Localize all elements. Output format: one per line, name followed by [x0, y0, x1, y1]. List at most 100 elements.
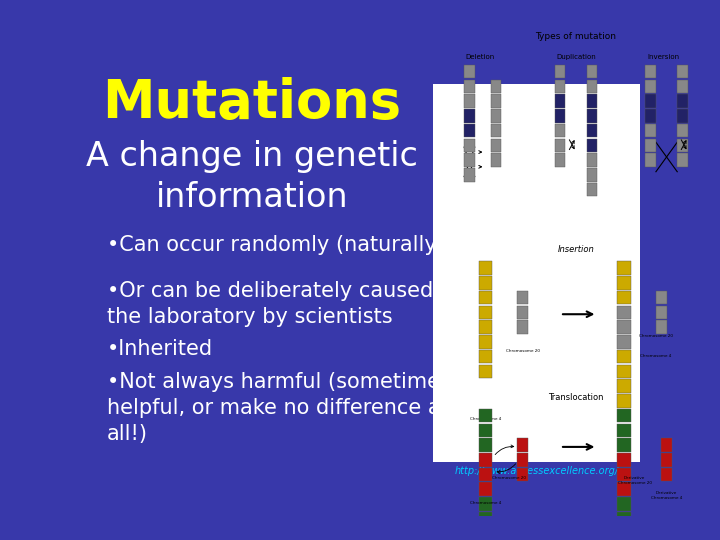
Text: Deletion: Deletion [465, 54, 495, 60]
Text: Derivative
Chromosome 4: Derivative Chromosome 4 [651, 491, 683, 500]
Bar [518, 438, 528, 452]
Bar [479, 261, 492, 275]
Bar [617, 423, 631, 437]
Bar [479, 306, 492, 319]
Bar [554, 65, 565, 78]
Bar [554, 79, 565, 93]
Bar [645, 109, 656, 123]
Bar [617, 320, 631, 334]
Text: Insertion: Insertion [557, 245, 595, 254]
Text: Translocation: Translocation [548, 393, 604, 402]
Bar [518, 306, 528, 319]
Bar [479, 320, 492, 334]
Bar [661, 438, 672, 452]
Bar [479, 482, 492, 496]
Bar [645, 153, 656, 167]
Bar [464, 109, 474, 123]
Bar [479, 409, 492, 422]
Bar [645, 94, 656, 108]
Bar [678, 65, 688, 78]
Text: Chromosome 4: Chromosome 4 [469, 501, 501, 505]
Bar [587, 183, 598, 196]
Bar [617, 409, 631, 422]
Bar [464, 153, 474, 167]
Bar [491, 109, 501, 123]
Bar [617, 512, 631, 525]
Text: Chromosome 4: Chromosome 4 [469, 417, 501, 421]
Bar [587, 109, 598, 123]
Bar [645, 79, 656, 93]
Text: •Inherited: •Inherited [107, 339, 213, 359]
Bar [645, 65, 656, 78]
Bar [678, 109, 688, 123]
Bar [518, 468, 528, 481]
Bar [554, 94, 565, 108]
Text: •Or can be deliberately caused in
the laboratory by scientists: •Or can be deliberately caused in the la… [107, 281, 459, 327]
Bar [617, 276, 631, 289]
Bar [479, 468, 492, 481]
Bar [491, 138, 501, 152]
Bar [678, 79, 688, 93]
Bar [464, 79, 474, 93]
Bar [433, 84, 639, 462]
Bar [678, 94, 688, 108]
Bar [464, 168, 474, 181]
Text: Duplication: Duplication [556, 54, 596, 60]
Bar [554, 124, 565, 137]
Bar [617, 526, 631, 540]
Text: Chromosome 20: Chromosome 20 [492, 476, 526, 481]
Bar [645, 124, 656, 137]
Bar [479, 497, 492, 511]
Bar [587, 153, 598, 167]
Bar [617, 364, 631, 378]
Bar [617, 379, 631, 393]
Bar [587, 138, 598, 152]
Bar [554, 153, 565, 167]
Bar [656, 306, 667, 319]
Bar [554, 109, 565, 123]
Bar [491, 124, 501, 137]
Text: Mutations: Mutations [102, 77, 401, 129]
Bar [617, 453, 631, 467]
Text: Types of mutation: Types of mutation [536, 32, 616, 40]
Bar [661, 453, 672, 467]
Bar [617, 482, 631, 496]
Text: Chromosome 20: Chromosome 20 [639, 334, 673, 338]
Bar [587, 94, 598, 108]
Bar [479, 276, 492, 289]
Bar [678, 124, 688, 137]
Bar [587, 168, 598, 181]
Bar [464, 65, 474, 78]
Text: http://www.accessexcellence.org/: http://www.accessexcellence.org/ [454, 466, 618, 476]
Bar [617, 497, 631, 511]
Text: •Can occur randomly (naturally): •Can occur randomly (naturally) [107, 235, 445, 255]
Bar [479, 350, 492, 363]
Bar [656, 291, 667, 305]
Bar [678, 153, 688, 167]
Bar [587, 65, 598, 78]
Bar [518, 320, 528, 334]
Bar [464, 94, 474, 108]
Bar [479, 291, 492, 305]
Bar [645, 138, 656, 152]
Text: Chromosome 4: Chromosome 4 [640, 354, 672, 357]
Bar [617, 306, 631, 319]
Bar [518, 453, 528, 467]
Bar [617, 394, 631, 408]
Bar [617, 335, 631, 349]
Bar [617, 261, 631, 275]
Bar [491, 94, 501, 108]
Bar [587, 79, 598, 93]
Bar [518, 291, 528, 305]
Bar [479, 335, 492, 349]
Bar [656, 320, 667, 334]
Bar [464, 124, 474, 137]
Bar [479, 438, 492, 452]
Bar [479, 364, 492, 378]
Bar [587, 124, 598, 137]
Bar [661, 468, 672, 481]
Bar [479, 512, 492, 525]
Bar [464, 138, 474, 152]
Bar [491, 153, 501, 167]
Text: information: information [156, 181, 348, 214]
